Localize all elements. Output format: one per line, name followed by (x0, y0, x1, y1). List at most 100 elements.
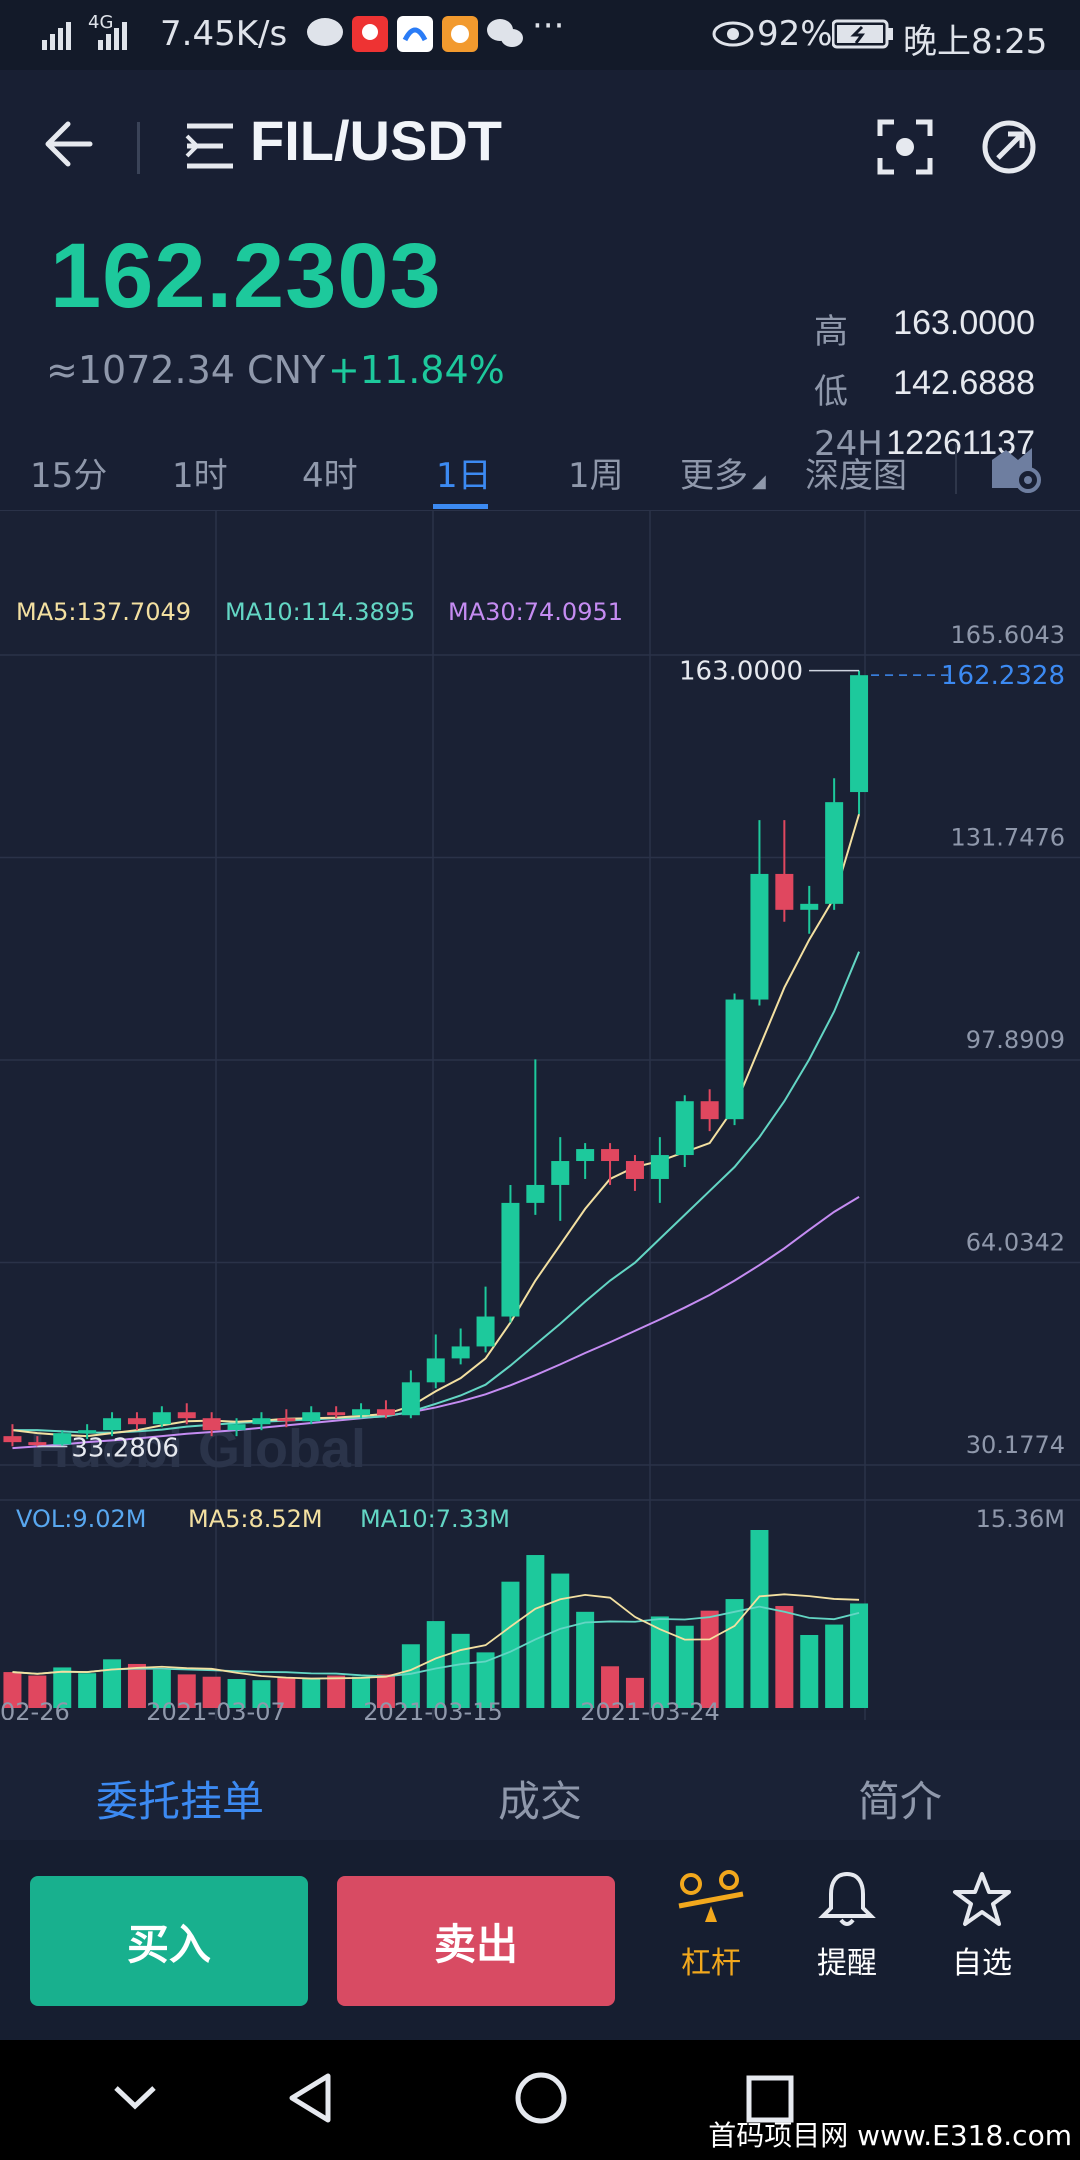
volume-ma10-legend: MA10:7.33M (360, 1505, 510, 1533)
volume-bar (750, 1530, 769, 1708)
volume-bar (551, 1573, 570, 1708)
candle-body (177, 1412, 196, 1419)
candle-body (526, 1184, 545, 1203)
y-tick-label: 30.1774 (966, 1431, 1065, 1459)
volume-bar (252, 1680, 271, 1708)
volume-label: 24H (814, 424, 883, 464)
candle-body (800, 903, 819, 910)
ticker-panel: 162.2303 ≈1072.34 CNY +11.84% 高 163.0000… (0, 220, 1080, 464)
candle-body (476, 1316, 495, 1347)
ma10-legend: MA10:114.3895 (225, 598, 416, 626)
browser-notification-icon (395, 14, 435, 63)
y-tick-label: 64.0342 (966, 1228, 1065, 1256)
active-tab-indicator (433, 504, 488, 509)
candle-body (327, 1412, 346, 1416)
buy-button[interactable]: 买入 (30, 1876, 308, 2006)
volume-bar (800, 1634, 819, 1708)
candle-body (601, 1149, 620, 1162)
candle-body (725, 999, 744, 1120)
candle-body (675, 1101, 694, 1156)
tab-trades[interactable]: 成交 (498, 1777, 583, 1826)
more-notifications-icon: ··· (532, 6, 565, 46)
volume-max-label: 15.36M (975, 1505, 1065, 1533)
tab-15m[interactable]: 15分 (30, 456, 108, 496)
kline-chart[interactable]: Huobi Global 165.6043 131.7476 97.8909 64.0… (0, 509, 1080, 1726)
volume-bar (650, 1616, 669, 1708)
high-value: 163.0000 (893, 304, 1035, 342)
candle-body (625, 1161, 644, 1179)
star-icon (953, 1872, 1011, 1926)
trading-screen: FIL/USDT 162.2303 ≈1072.34 CNY +11.84% 高… (0, 70, 1080, 2040)
candle-body (352, 1409, 371, 1416)
volume-bar (177, 1674, 196, 1708)
volume-bar (700, 1610, 719, 1708)
volume-bar (78, 1673, 97, 1708)
volume-bar (576, 1611, 595, 1708)
network-type: 4G (88, 12, 114, 33)
nav-recents-icon[interactable] (745, 2074, 795, 2128)
tab-4h[interactable]: 4时 (302, 456, 358, 496)
tab-intro[interactable]: 简介 (858, 1777, 943, 1826)
volume-bar (401, 1644, 420, 1708)
alert-button[interactable]: 提醒 (792, 1870, 902, 1982)
candle-body (53, 1433, 72, 1445)
sell-button[interactable]: 卖出 (337, 1876, 615, 2006)
low-marker-label: 33.2806 (71, 1433, 179, 1463)
volume-bar (28, 1675, 47, 1708)
ma10-line (12, 951, 860, 1434)
volume-ma10-line (12, 1605, 860, 1678)
chart-settings-icon[interactable] (988, 440, 1042, 498)
tab-depth-chart[interactable]: 深度图 (805, 456, 907, 496)
candle-body (850, 675, 869, 793)
tab-open-orders[interactable]: 委托挂单 (96, 1777, 265, 1826)
ma5-line (12, 813, 861, 1438)
volume-bar (376, 1674, 395, 1708)
pair-title[interactable]: FIL/USDT (250, 109, 502, 172)
screenshot-icon[interactable] (876, 118, 934, 180)
leverage-button[interactable]: 杠杆 (656, 1870, 766, 1982)
candle-body (277, 1418, 296, 1422)
volume-bar (352, 1676, 371, 1708)
change-percent: +11.84% (328, 348, 505, 392)
y-tick-label: 165.6043 (950, 621, 1065, 649)
volume-legend: VOL:9.02M (16, 1505, 147, 1533)
tab-1d[interactable]: 1日 (436, 456, 492, 496)
tab-more[interactable]: 更多 ◢ (680, 448, 766, 497)
nav-hide-icon[interactable] (110, 2078, 160, 2122)
volume-bar (476, 1652, 495, 1708)
eye-icon (712, 18, 754, 58)
x-tick-label: 2021-03-15 (363, 1698, 502, 1720)
y-tick-label: 131.7476 (950, 823, 1065, 851)
volume-bar (451, 1633, 470, 1708)
site-watermark: 首码项目网 www.E318.com (708, 2119, 1072, 2152)
candle-body (152, 1412, 171, 1425)
pair-menu-icon[interactable] (183, 118, 237, 178)
tab-more-label: 更多 (680, 456, 748, 496)
tab-1h[interactable]: 1时 (172, 456, 228, 496)
back-arrow-icon[interactable] (40, 116, 100, 176)
candle-body (103, 1418, 122, 1431)
volume-bar (675, 1625, 694, 1708)
alert-label: 提醒 (817, 1946, 877, 1981)
action-bar: 买入 卖出 杠杆 提醒 自选 (0, 1840, 1080, 2040)
current-price-label: 162.2328 (941, 661, 1065, 691)
volume-bar (277, 1677, 296, 1708)
favorite-button[interactable]: 自选 (927, 1870, 1037, 1982)
last-price: 162.2303 (50, 225, 442, 327)
candle-body (750, 873, 769, 1000)
volume-ma5-line (12, 1593, 860, 1680)
candle-body (451, 1346, 470, 1359)
bell-icon (818, 1871, 876, 1926)
tab-1w[interactable]: 1周 (568, 456, 624, 496)
volume-bar (775, 1606, 794, 1708)
nav-home-icon[interactable] (513, 2070, 569, 2130)
candle-body (28, 1442, 47, 1446)
x-tick-label: 2021-03-24 (580, 1698, 719, 1720)
nav-back-icon[interactable] (284, 2070, 334, 2130)
candle-body (576, 1149, 595, 1162)
volume-bar (127, 1663, 146, 1708)
header-divider (137, 122, 140, 174)
favorite-label: 自选 (952, 1946, 1012, 1981)
volume-bar (625, 1677, 644, 1708)
share-icon[interactable] (978, 116, 1040, 182)
